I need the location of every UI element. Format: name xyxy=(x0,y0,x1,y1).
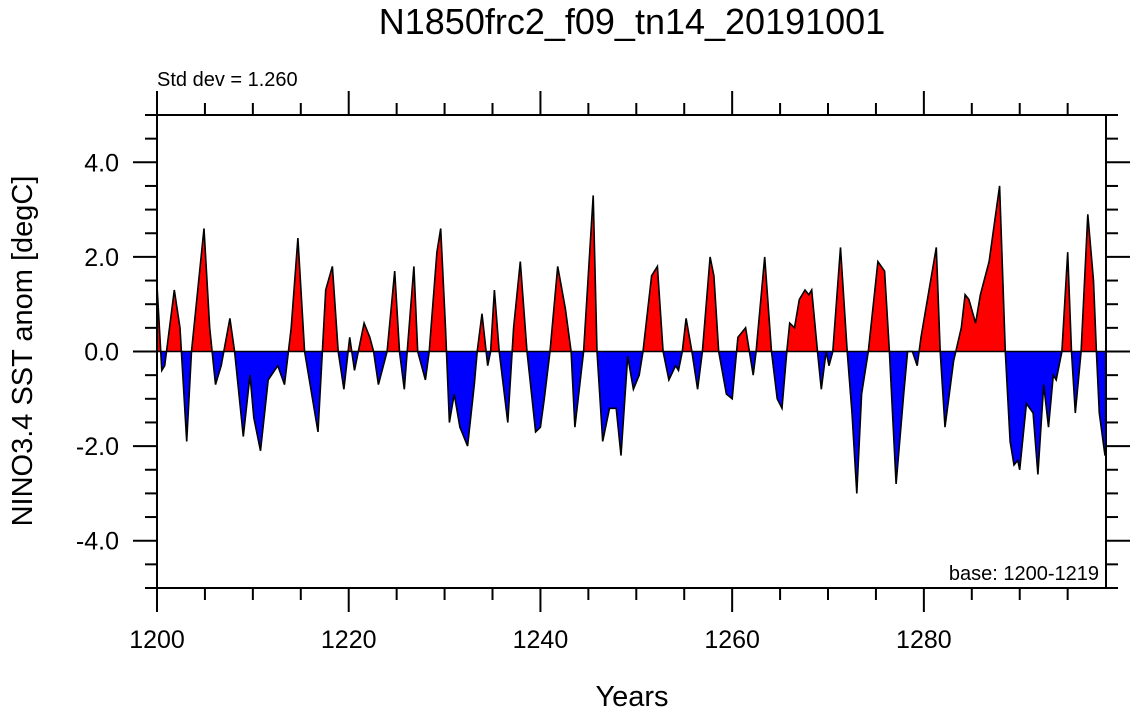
std-dev-annotation: Std dev = 1.260 xyxy=(157,69,298,91)
negative-anomaly-area xyxy=(157,351,1105,494)
y-tick-label: 0.0 xyxy=(84,339,119,367)
y-tick-label: 2.0 xyxy=(84,244,119,272)
axis-ticks: 1200 1220 1240 1260 1280 4.0 2.0 0.0 -2.0 -4.0 xyxy=(76,91,1130,654)
x-tick-label: 1200 xyxy=(129,626,185,654)
x-tick-label: 1240 xyxy=(513,626,569,654)
base-period-annotation: base: 1200-1219 xyxy=(949,563,1099,585)
anomaly-series-line xyxy=(156,185,1106,494)
plot-frame xyxy=(156,114,1107,589)
x-tick-label: 1220 xyxy=(321,626,377,654)
chart-title: N1850frc2_f09_tn14_20191001 xyxy=(379,1,885,42)
y-axis-label: NINO3.4 SST anom [degC] xyxy=(7,176,39,527)
positive-anomaly-area xyxy=(157,185,1105,352)
x-axis-label: Years xyxy=(595,681,668,713)
y-tick-label: -4.0 xyxy=(76,528,119,556)
x-tick-label: 1280 xyxy=(896,626,952,654)
y-tick-label: -2.0 xyxy=(76,433,119,461)
x-tick-label: 1260 xyxy=(704,626,760,654)
y-tick-label: 4.0 xyxy=(84,149,119,177)
